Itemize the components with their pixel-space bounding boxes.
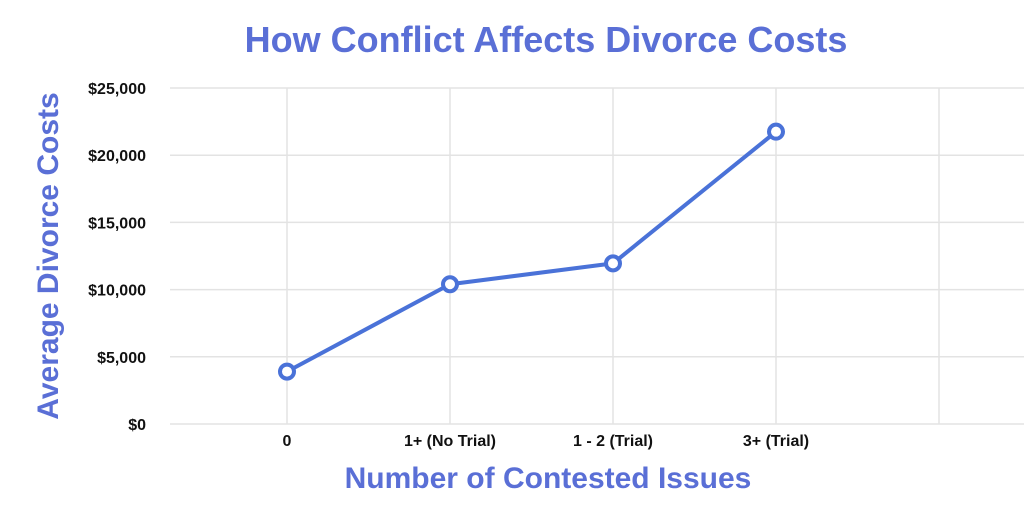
x-axis-ticks: 0 1+ (No Trial) 1 - 2 (Trial) 3+ (Trial) xyxy=(283,433,810,450)
y-tick-label: $25,000 xyxy=(88,81,146,98)
x-tick-label: 3+ (Trial) xyxy=(743,433,809,450)
grid xyxy=(170,87,1024,425)
x-tick-label: 0 xyxy=(283,433,292,450)
chart-title: How Conflict Affects Divorce Costs xyxy=(245,19,848,60)
series-line xyxy=(285,129,778,374)
data-point xyxy=(767,122,785,141)
y-axis-title: Average Divorce Costs xyxy=(32,92,65,419)
x-axis-title: Number of Contested Issues xyxy=(345,462,752,495)
data-point xyxy=(441,275,459,294)
y-tick-label: $20,000 xyxy=(88,148,146,165)
series xyxy=(278,122,785,381)
x-tick-label: 1+ (No Trial) xyxy=(404,433,496,450)
y-axis-ticks: $0 $5,000 $10,000 $15,000 $20,000 $25,000 xyxy=(88,81,146,434)
y-tick-label: $5,000 xyxy=(97,350,146,367)
y-tick-label: $15,000 xyxy=(88,215,146,232)
data-point xyxy=(604,254,622,273)
y-tick-label: $10,000 xyxy=(88,283,146,300)
y-tick-label: $0 xyxy=(128,417,146,434)
x-tick-label: 1 - 2 (Trial) xyxy=(573,433,653,450)
data-point xyxy=(278,362,296,381)
